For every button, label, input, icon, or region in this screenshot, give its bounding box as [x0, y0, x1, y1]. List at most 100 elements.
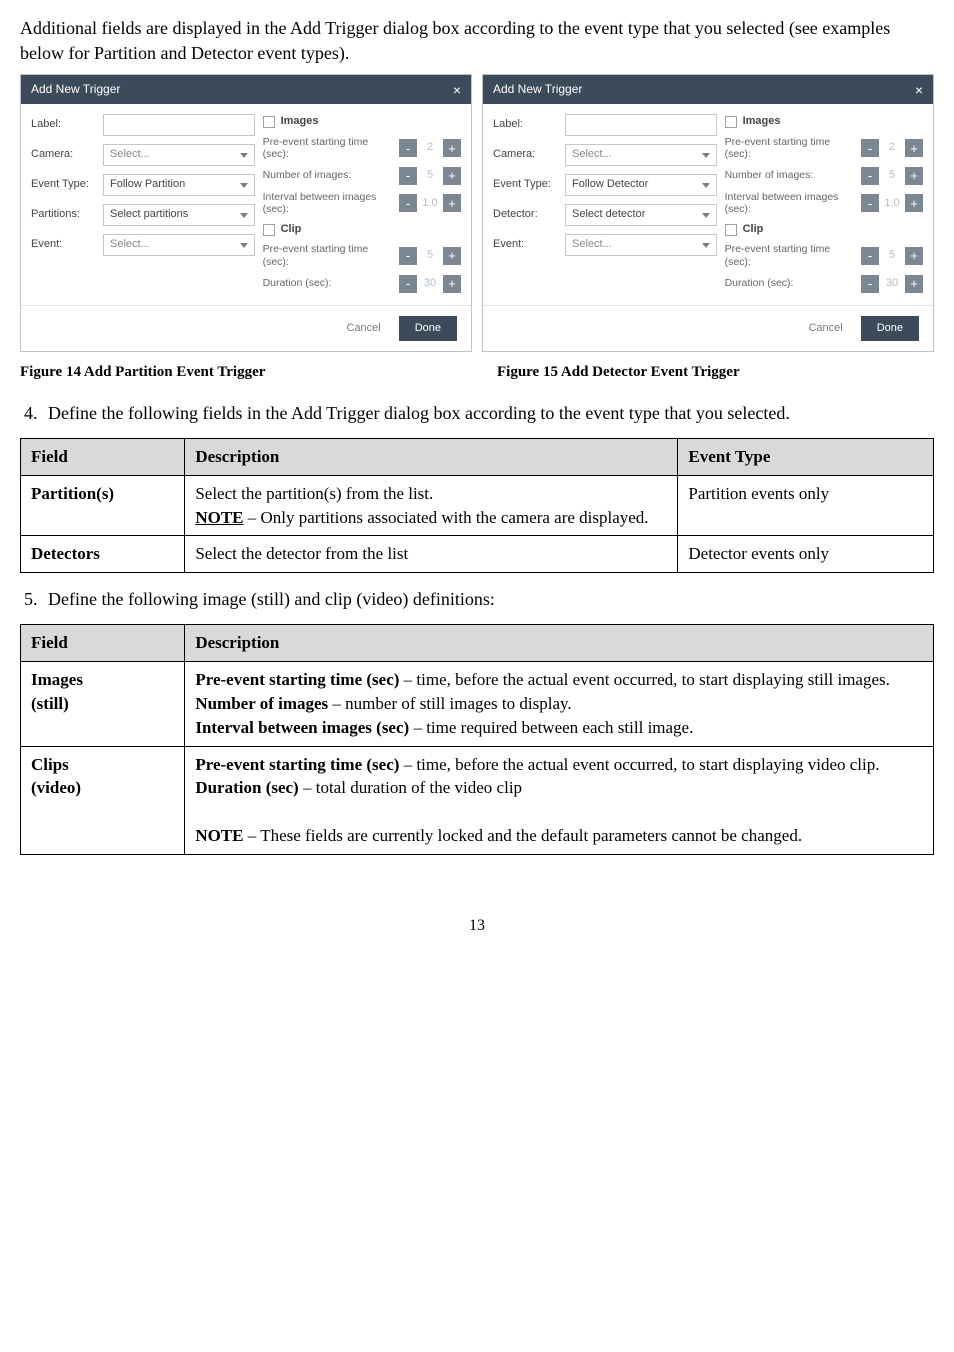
table-row: Partition(s) Select the partition(s) fro… — [21, 475, 934, 536]
checkbox-icon — [725, 116, 737, 128]
cell-line: Images — [31, 670, 83, 689]
done-button[interactable]: Done — [399, 316, 457, 341]
images-checkbox-row[interactable]: Images — [263, 114, 461, 129]
table-header: Description — [185, 625, 934, 662]
minus-icon[interactable]: - — [861, 139, 879, 157]
label-input[interactable] — [565, 114, 717, 136]
camera-select-value: Select... — [572, 147, 612, 162]
interval-stepper[interactable]: - 1.0 + — [861, 194, 923, 212]
interval-label: Interval between images (sec): — [263, 191, 399, 216]
cell-line: – total duration of the video clip — [299, 778, 522, 797]
cell-text: Clips (video) — [21, 746, 185, 854]
cell-text: Detectors — [31, 544, 100, 563]
step-4: Define the following fields in the Add T… — [42, 401, 934, 426]
dialog-title: Add New Trigger — [493, 81, 582, 98]
minus-icon[interactable]: - — [861, 247, 879, 265]
add-trigger-dialog-partition: Add New Trigger × Label: Camera: Select.… — [20, 74, 472, 352]
clip-pre-label: Pre-event starting time (sec): — [263, 243, 399, 268]
note-label: NOTE — [195, 508, 243, 527]
plus-icon[interactable]: + — [905, 247, 923, 265]
duration-label: Duration (sec): — [725, 277, 861, 290]
eventtype-select-value: Follow Detector — [572, 177, 648, 192]
minus-icon[interactable]: - — [399, 167, 417, 185]
minus-icon[interactable]: - — [399, 194, 417, 212]
minus-icon[interactable]: - — [399, 275, 417, 293]
close-icon[interactable]: × — [915, 83, 923, 97]
add-trigger-dialog-detector: Add New Trigger × Label: Camera: Select.… — [482, 74, 934, 352]
clip-checkbox-row[interactable]: Clip — [725, 222, 923, 237]
stepper-value: 5 — [417, 168, 443, 183]
partition-detector-table: Field Description Event Type Partition(s… — [20, 438, 934, 573]
cell-line: – These fields are currently locked and … — [244, 826, 803, 845]
figure-14-caption: Figure 14 Add Partition Event Trigger — [20, 362, 457, 383]
plus-icon[interactable]: + — [905, 275, 923, 293]
plus-icon[interactable]: + — [905, 167, 923, 185]
clip-checkbox-label: Clip — [743, 222, 764, 237]
cell-text: Detector events only — [678, 536, 934, 573]
num-images-stepper[interactable]: - 5 + — [399, 167, 461, 185]
partitions-select[interactable]: Select partitions — [103, 204, 255, 226]
eventtype-label: Event Type: — [31, 177, 103, 192]
plus-icon[interactable]: + — [443, 139, 461, 157]
dialog-title: Add New Trigger — [31, 81, 120, 98]
cell-line: Interval between images (sec) — [195, 718, 409, 737]
plus-icon[interactable]: + — [905, 139, 923, 157]
stepper-value: 2 — [417, 140, 443, 155]
plus-icon[interactable]: + — [443, 167, 461, 185]
close-icon[interactable]: × — [453, 83, 461, 97]
event-label: Event: — [493, 237, 565, 252]
event-select[interactable]: Select... — [565, 234, 717, 256]
cell-line: (video) — [31, 778, 81, 797]
minus-icon[interactable]: - — [399, 247, 417, 265]
cancel-button[interactable]: Cancel — [346, 321, 380, 336]
clip-checkbox-row[interactable]: Clip — [263, 222, 461, 237]
minus-icon[interactable]: - — [399, 139, 417, 157]
minus-icon[interactable]: - — [861, 275, 879, 293]
duration-stepper[interactable]: - 30 + — [399, 275, 461, 293]
label-input[interactable] — [103, 114, 255, 136]
table-header: Field — [21, 625, 185, 662]
chevron-down-icon — [702, 153, 710, 158]
num-images-label: Number of images: — [263, 169, 399, 182]
chevron-down-icon — [240, 153, 248, 158]
clip-pre-stepper[interactable]: - 5 + — [861, 247, 923, 265]
interval-label: Interval between images (sec): — [725, 191, 861, 216]
camera-select[interactable]: Select... — [103, 144, 255, 166]
done-button[interactable]: Done — [861, 316, 919, 341]
step-5: Define the following image (still) and c… — [42, 587, 934, 612]
cell-line: Pre-event starting time (sec) — [195, 755, 399, 774]
eventtype-select[interactable]: Follow Partition — [103, 174, 255, 196]
eventtype-select[interactable]: Follow Detector — [565, 174, 717, 196]
interval-stepper[interactable]: - 1.0 + — [399, 194, 461, 212]
minus-icon[interactable]: - — [861, 194, 879, 212]
images-checkbox-row[interactable]: Images — [725, 114, 923, 129]
checkbox-icon — [725, 224, 737, 236]
cancel-button[interactable]: Cancel — [808, 321, 842, 336]
cell-line: – time, before the actual event occurred… — [399, 670, 890, 689]
plus-icon[interactable]: + — [443, 275, 461, 293]
camera-label: Camera: — [31, 147, 103, 162]
event-select[interactable]: Select... — [103, 234, 255, 256]
cell-line: Pre-event starting time (sec) — [195, 670, 399, 689]
pre-event-stepper[interactable]: - 2 + — [399, 139, 461, 157]
label-label: Label: — [493, 117, 565, 132]
stepper-value: 5 — [417, 248, 443, 263]
cell-line: – Only partitions associated with the ca… — [244, 508, 649, 527]
pre-event-stepper[interactable]: - 2 + — [861, 139, 923, 157]
num-images-stepper[interactable]: - 5 + — [861, 167, 923, 185]
duration-stepper[interactable]: - 30 + — [861, 275, 923, 293]
clip-pre-label: Pre-event starting time (sec): — [725, 243, 861, 268]
camera-select[interactable]: Select... — [565, 144, 717, 166]
plus-icon[interactable]: + — [905, 194, 923, 212]
plus-icon[interactable]: + — [443, 194, 461, 212]
plus-icon[interactable]: + — [443, 247, 461, 265]
minus-icon[interactable]: - — [861, 167, 879, 185]
stepper-value: 1.0 — [417, 196, 443, 211]
duration-label: Duration (sec): — [263, 277, 399, 290]
clip-pre-stepper[interactable]: - 5 + — [399, 247, 461, 265]
checkbox-icon — [263, 224, 275, 236]
table-header: Field — [21, 439, 185, 476]
image-clip-table: Field Description Images (still) Pre-eve… — [20, 624, 934, 854]
detector-select[interactable]: Select detector — [565, 204, 717, 226]
chevron-down-icon — [702, 243, 710, 248]
